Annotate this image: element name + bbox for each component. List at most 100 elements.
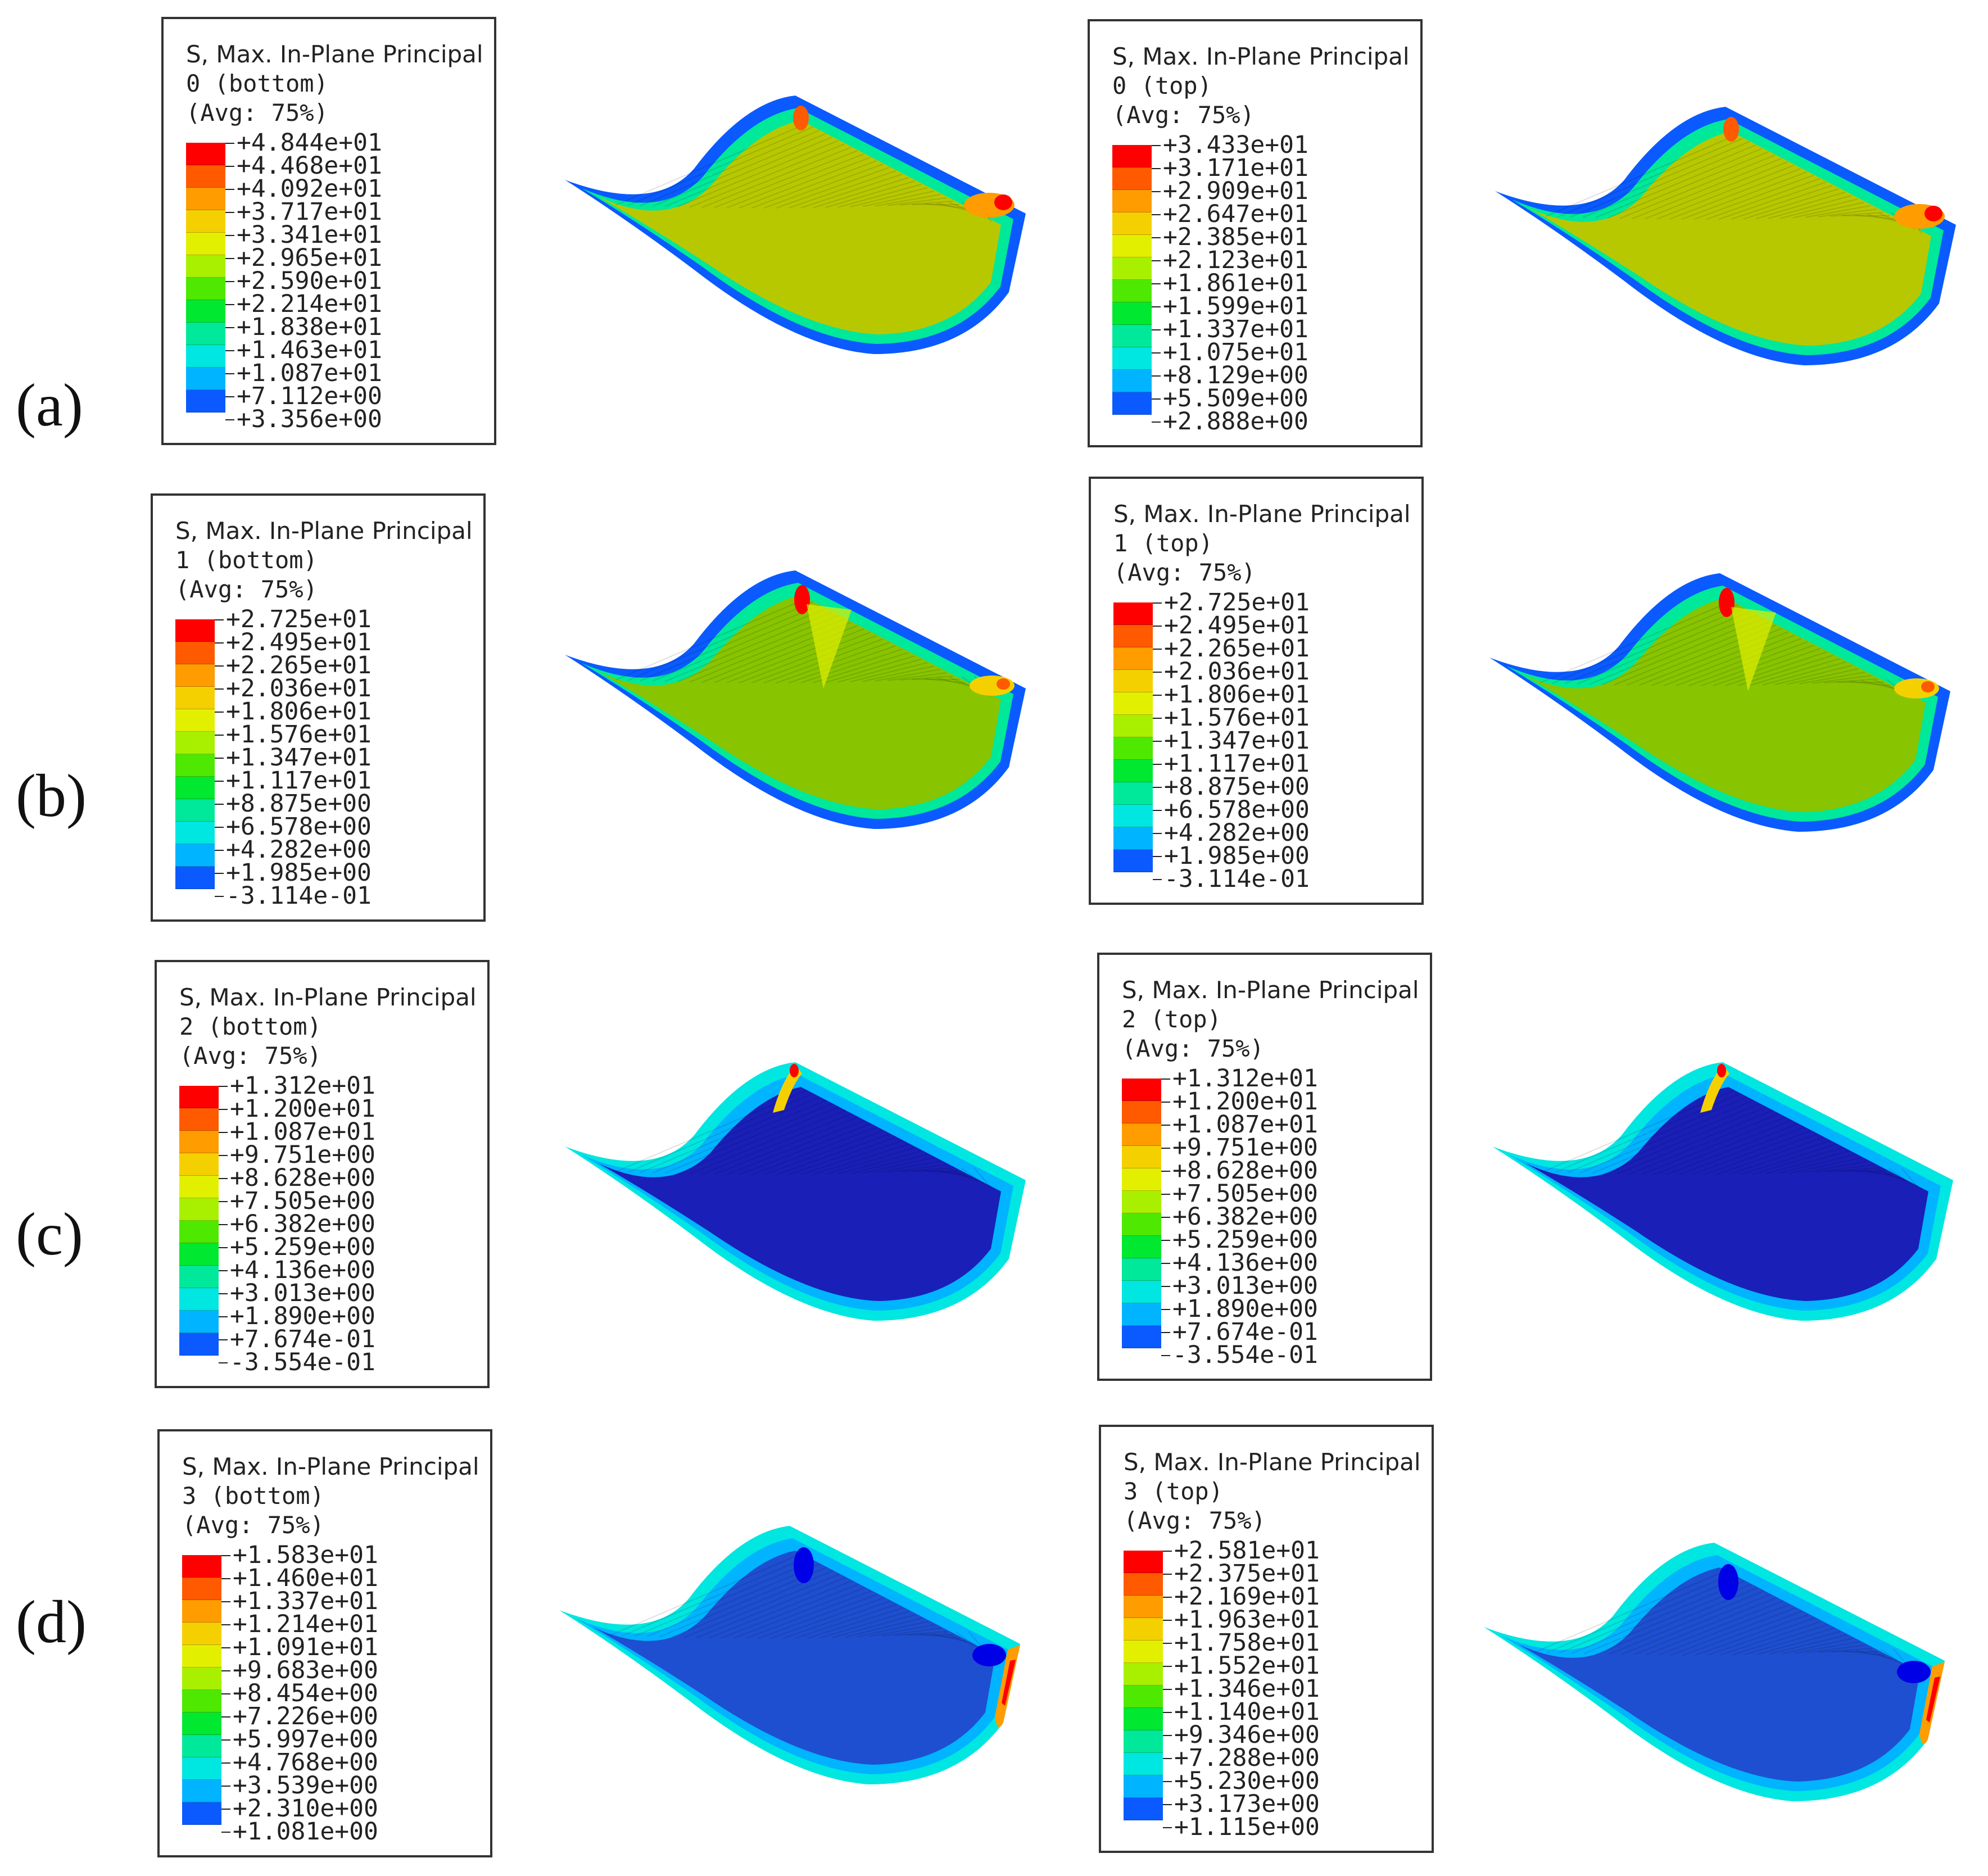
legend-swatch [179, 1131, 219, 1153]
mesh-line [1719, 1621, 1822, 1656]
legend-value: +7.288e+00 [1163, 1746, 1320, 1770]
legend-values: +1.583e+01 +1.460e+01 +1.337e+01 +1.214e+01… [221, 1543, 378, 1844]
legend-swatch [1122, 1213, 1161, 1236]
mesh-line [1851, 1170, 1894, 1175]
legend-value: +1.890e+00 [1161, 1297, 1318, 1321]
shell-surface [599, 1087, 1001, 1301]
mesh-line [683, 1574, 840, 1638]
legend-swatch [1124, 1708, 1163, 1730]
legend-value: +8.454e+00 [221, 1682, 378, 1706]
mesh-line [1700, 645, 1814, 687]
mesh-line [1843, 1650, 1885, 1656]
mesh-line [1750, 658, 1840, 686]
mesh-line [1818, 1648, 1872, 1653]
mesh-line [1861, 680, 1897, 690]
mesh-line [1715, 1137, 1823, 1176]
legend-swatch [179, 1243, 219, 1266]
legend-value: +1.115e+00 [1163, 1815, 1320, 1839]
legend-value: +3.356e+00 [225, 407, 382, 432]
legend-value: +1.200e+01 [219, 1097, 375, 1121]
mesh-line [1557, 138, 1744, 217]
legend-swatch [1113, 692, 1153, 715]
mesh-line [1567, 1096, 1747, 1173]
legend-value: +6.382e+00 [1161, 1205, 1318, 1229]
legend-value: +1.552e+01 [1163, 1654, 1320, 1678]
legend-d-top: S, Max. In-Plane Principal 3 (top) (Avg: 7… [1099, 1425, 1434, 1853]
legend-swatch [1122, 1123, 1161, 1146]
legend-swatch [1124, 1730, 1163, 1753]
legend-layer: 3 (bottom) [182, 1482, 324, 1510]
legend-value: +1.346e+01 [1163, 1677, 1320, 1701]
stress-peak [794, 585, 810, 614]
mesh-line [1682, 1611, 1803, 1656]
legend-value: +3.433e+01 [1152, 133, 1308, 157]
legend-value: -3.114e-01 [215, 884, 372, 908]
legend-swatch [1124, 1618, 1163, 1641]
mesh-line [850, 662, 928, 683]
shell-surface [593, 1551, 995, 1765]
legend-value: +1.200e+01 [1161, 1090, 1318, 1114]
mesh-line [795, 1604, 897, 1639]
mesh-line [850, 1154, 928, 1175]
legend-value: +2.310e+00 [221, 1797, 378, 1821]
mesh-line [1889, 1168, 1913, 1185]
mesh-line [1534, 1570, 1726, 1653]
legend-b-bottom: S, Max. In-Plane Principal 1 (bottom) (Avg… [151, 493, 486, 922]
legend-swatch [1122, 1281, 1161, 1303]
legend-colorbar [1122, 1079, 1161, 1348]
legend-values: +2.725e+01 +2.495e+01 +2.265e+01 +2.036e+01… [215, 608, 372, 908]
row-label-b: (b) [16, 763, 87, 830]
mesh-line [1806, 1644, 1866, 1653]
legend-swatch [175, 867, 215, 889]
mesh-line [1752, 1147, 1842, 1175]
legend-swatch [182, 1802, 221, 1825]
mesh-line [652, 1100, 826, 1173]
shell-plot-c-top [1492, 1062, 1953, 1321]
mesh-line [1552, 604, 1738, 684]
mesh-line [807, 1607, 903, 1639]
legend-swatch [1112, 370, 1152, 392]
legend-colorbar [179, 1086, 219, 1356]
legend-value: +1.075e+01 [1152, 341, 1308, 365]
legend-value: +4.136e+00 [219, 1258, 375, 1283]
legend-values: +1.312e+01 +1.200e+01 +1.087e+01 +9.751e+00… [1161, 1067, 1318, 1367]
mesh-line [887, 197, 947, 206]
legend-title: S, Max. In-Plane Principal [175, 517, 473, 545]
mesh-line [1794, 1641, 1860, 1654]
mesh-line [627, 126, 813, 206]
legend-swatch [186, 165, 225, 188]
mesh-line [813, 652, 909, 683]
mesh-line [1559, 1577, 1739, 1654]
mesh-line [837, 659, 922, 683]
mesh-line [1663, 635, 1795, 687]
legend-swatch [186, 278, 225, 300]
legend-colorbar [182, 1555, 221, 1825]
legend-value: +2.214e+01 [225, 292, 382, 316]
legend-swatch [1113, 625, 1153, 647]
shell-surface [1529, 132, 1931, 346]
legend-swatch [182, 1735, 221, 1757]
mesh-line [1854, 214, 1896, 220]
mesh-line [776, 642, 890, 684]
legend-swatch [175, 799, 215, 822]
legend-value: -3.554e-01 [219, 1351, 375, 1375]
legend-value: +5.259e+00 [219, 1235, 375, 1259]
mesh-line [609, 1553, 801, 1636]
legend-swatch [1122, 1258, 1161, 1281]
mesh-line [1792, 202, 1864, 219]
mesh-line [1732, 1624, 1828, 1656]
row-label-a: (a) [16, 372, 83, 439]
mesh-line [1678, 1127, 1805, 1176]
mesh-line [634, 1560, 814, 1637]
legend-swatch [1112, 167, 1152, 190]
mesh-line [887, 672, 947, 681]
legend-value: +4.092e+01 [225, 177, 382, 201]
mesh-line [776, 167, 890, 209]
mesh-line [640, 605, 820, 682]
mesh-line [1824, 678, 1878, 683]
mesh-line [924, 678, 966, 683]
legend-d-bottom: S, Max. In-Plane Principal 3 (bottom) (Avg… [157, 1429, 492, 1857]
mesh-line [689, 1110, 845, 1175]
legend-value: +2.495e+01 [215, 631, 372, 655]
legend-value: +4.468e+01 [225, 154, 382, 178]
